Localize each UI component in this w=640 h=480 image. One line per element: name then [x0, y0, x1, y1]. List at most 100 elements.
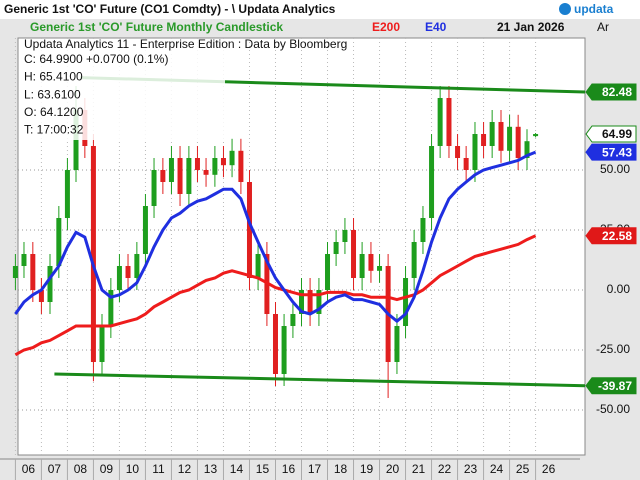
candle-body: [281, 326, 287, 374]
candle-body: [56, 218, 62, 266]
candle-body: [333, 242, 339, 254]
title-bar: [0, 0, 640, 19]
x-tick-label: 08: [74, 462, 88, 476]
candle-body: [463, 158, 469, 170]
x-tick-label: 20: [386, 462, 400, 476]
candle-body: [38, 290, 44, 302]
x-tick-label: 16: [282, 462, 296, 476]
candle-body: [99, 326, 105, 362]
price-badge: [585, 125, 637, 143]
candle-body: [12, 266, 18, 278]
candle-body: [342, 230, 348, 242]
candle-body: [290, 314, 296, 326]
info-line: T: 17:00:32: [24, 123, 84, 137]
x-tick-label: 06: [22, 462, 36, 476]
candle-body: [238, 150, 244, 182]
candle-body: [272, 314, 278, 374]
price-badge: [585, 143, 637, 161]
candle-body: [108, 290, 114, 326]
candle-body: [64, 170, 70, 218]
price-badge: [585, 83, 637, 101]
candle-body: [151, 170, 157, 206]
x-tick-label: 09: [100, 462, 114, 476]
candle-body: [160, 170, 166, 182]
info-line: O: 64.1200: [24, 105, 84, 119]
info-line: L: 63.6100: [24, 87, 81, 101]
candle-body: [21, 254, 27, 266]
candle-body: [177, 158, 183, 194]
x-tick-label: 12: [178, 462, 192, 476]
axis-tab: Ar: [597, 20, 609, 34]
trend-line: [54, 372, 586, 388]
candle-body: [498, 122, 504, 151]
candle-body: [229, 150, 235, 166]
y-tick-label: 50.00: [600, 162, 630, 176]
x-tick-label: 13: [204, 462, 218, 476]
candle-body: [186, 158, 192, 194]
x-tick-label: 14: [230, 462, 244, 476]
candle-body: [368, 254, 374, 271]
candle-body: [411, 242, 417, 278]
window-title: Generic 1st 'CO' Future (CO1 Comdty) - \…: [4, 2, 336, 16]
candle-body: [203, 170, 209, 175]
candle-body: [455, 146, 461, 158]
candle-body: [134, 254, 140, 278]
candle-body: [377, 266, 383, 271]
candle-body: [220, 158, 226, 166]
info-line: H: 65.4100: [24, 70, 83, 84]
candle-body: [420, 218, 426, 242]
candle-body: [524, 141, 530, 158]
candle-body: [194, 158, 200, 170]
logo: updata: [574, 2, 614, 16]
candle-body: [437, 98, 443, 146]
price-badge-label: -39.87: [598, 379, 632, 393]
price-badge: [585, 377, 637, 395]
legend-entry: E40: [425, 20, 447, 34]
x-tick-label: 24: [490, 462, 504, 476]
candle-body: [90, 146, 96, 362]
candle-body: [472, 134, 478, 170]
price-badge-label: 22.58: [602, 229, 632, 243]
candle-body: [307, 290, 313, 314]
candle-body: [489, 122, 495, 146]
info-line: Updata Analytics 11 - Enterprise Edition…: [24, 37, 347, 51]
price-badge: [585, 227, 637, 245]
y-tick-label: 0.00: [607, 282, 631, 296]
candle-body: [142, 206, 148, 254]
candle-body: [30, 254, 36, 290]
x-tick-label: 10: [126, 462, 140, 476]
x-tick-label: 18: [334, 462, 348, 476]
candle-body: [446, 98, 452, 146]
candle-body: [507, 126, 513, 151]
info-box: [20, 40, 225, 140]
x-tick-label: 25: [516, 462, 530, 476]
price-badge-label: 57.43: [602, 145, 632, 159]
candle-body: [533, 134, 539, 137]
candle-body: [168, 158, 174, 182]
chart-date: 21 Jan 2026: [497, 20, 565, 34]
x-tick-label: 23: [464, 462, 478, 476]
candle-body: [47, 266, 53, 302]
y-tick-label: -25.00: [596, 342, 630, 356]
y-tick-label: -50.00: [596, 402, 630, 416]
candle-body: [403, 278, 409, 326]
price-badge-label: 64.99: [602, 127, 632, 141]
logo-icon: [559, 3, 571, 15]
candle-body: [246, 182, 252, 278]
indicator-line: [14, 150, 537, 324]
candle-body: [299, 290, 304, 314]
x-tick-label: 17: [308, 462, 322, 476]
candle-body: [359, 254, 365, 278]
indicator-line: [14, 234, 537, 357]
x-tick-label: 22: [438, 462, 452, 476]
candle-body: [125, 266, 131, 278]
info-line: C: 64.9900 +0.0700 (0.1%): [24, 52, 168, 66]
candle-body: [255, 254, 261, 278]
candle-body: [316, 290, 322, 314]
candle-body: [515, 126, 521, 158]
candle-body: [325, 254, 331, 290]
x-tick-label: 21: [412, 462, 426, 476]
candle-body: [429, 146, 435, 218]
candle-body: [481, 134, 487, 146]
